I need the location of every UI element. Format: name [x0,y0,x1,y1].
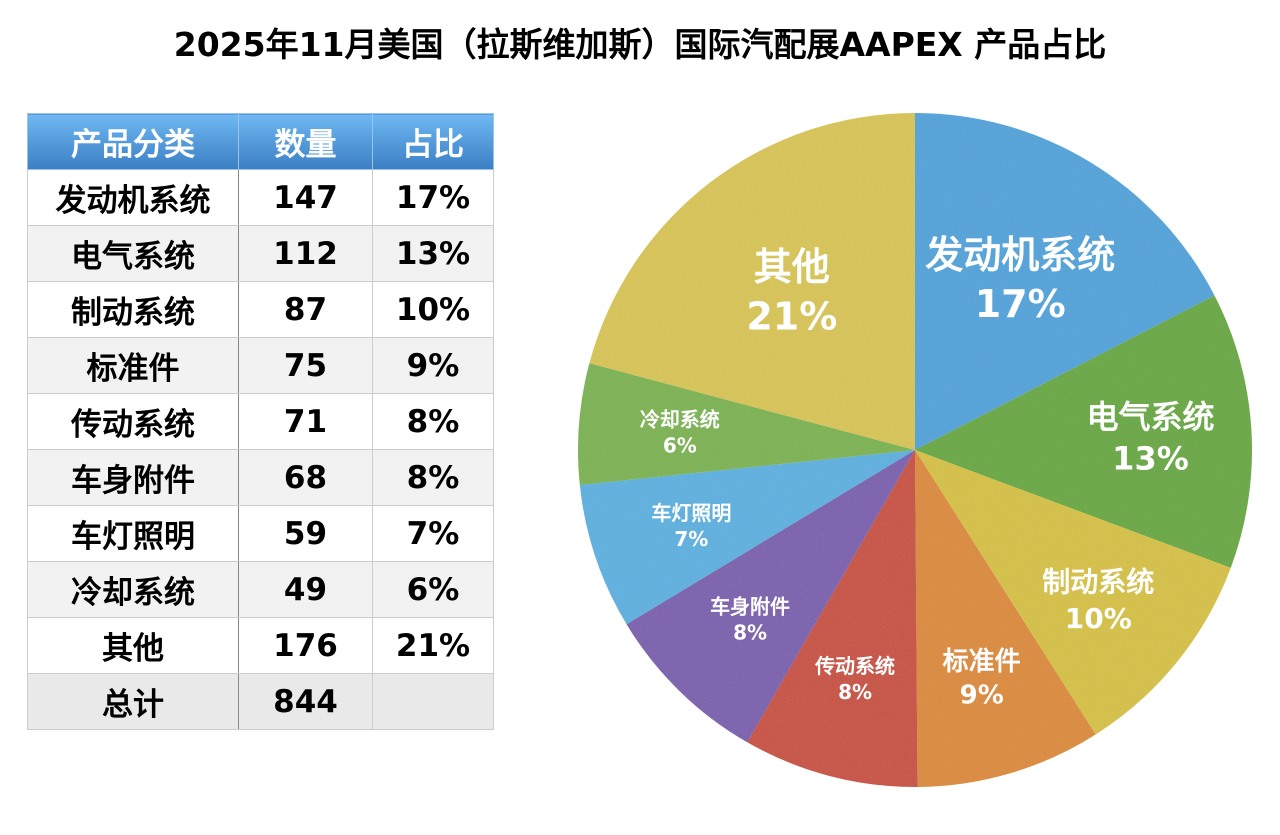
total-count: 844 [238,673,373,730]
slice-category-label: 其他 [754,245,830,289]
slice-percent-label: 17% [975,282,1066,326]
share-cell: 6% [372,561,494,618]
share-cell: 21% [372,617,494,674]
pie-slice [579,450,915,625]
header-share: 占比 [372,113,494,170]
share-cell: 7% [372,505,494,562]
slice-percent-label: 13% [1112,440,1189,478]
header-category: 产品分类 [27,113,239,170]
count-cell: 147 [238,169,373,226]
slice-category-label: 传动系统 [814,654,895,678]
count-cell: 68 [238,449,373,506]
slice-percent-label: 21% [746,295,837,339]
slice-category-label: 车身附件 [710,595,790,619]
slice-category-label: 车灯照明 [651,501,731,525]
category-cell: 制动系统 [27,281,239,338]
count-cell: 49 [238,561,373,618]
share-cell: 9% [372,337,494,394]
share-cell: 8% [372,393,494,450]
slice-category-label: 发动机系统 [925,233,1115,277]
category-cell: 冷却系统 [27,561,239,618]
header-count: 数量 [238,113,373,170]
pie-slice [915,450,1231,735]
pie-slice [577,363,915,486]
table-row: 电气系统 112 13% [27,225,494,282]
total-label: 总计 [27,673,239,730]
category-cell: 车灯照明 [27,505,239,562]
slice-category-label: 制动系统 [1042,566,1154,599]
pie-slice [915,113,1215,450]
share-cell: 10% [372,281,494,338]
category-cell: 电气系统 [27,225,239,282]
table-row: 发动机系统 147 17% [27,169,494,226]
table-row: 车灯照明 59 7% [27,505,494,562]
table-header-row: 产品分类 数量 占比 [27,113,494,170]
slice-percent-label: 9% [960,681,1004,711]
chart-title: 2025年11月美国（拉斯维加斯）国际汽配展AAPEX 产品占比 [173,25,1107,64]
slice-percent-label: 6% [663,434,697,458]
slice-category-label: 冷却系统 [640,408,720,432]
count-cell: 59 [238,505,373,562]
pie-slice [915,295,1252,568]
category-cell: 车身附件 [27,449,239,506]
slice-percent-label: 7% [674,527,708,551]
table-row: 冷却系统 49 6% [27,561,494,618]
pie-slice [747,450,918,787]
pie-slice [626,450,915,743]
share-cell: 13% [372,225,494,282]
slice-category-label: 标准件 [943,647,1021,677]
slice-percent-label: 10% [1065,602,1132,635]
total-row: 总计 844 [27,673,494,730]
category-cell: 标准件 [27,337,239,394]
category-cell: 发动机系统 [27,169,239,226]
total-share [372,673,494,730]
slice-percent-label: 8% [733,621,767,645]
slice-percent-label: 8% [838,680,872,704]
table-row: 车身附件 68 8% [27,449,494,506]
data-table: 产品分类 数量 占比 发动机系统 147 17% 电气系统 112 13% 制动系统 87 10… [27,113,494,730]
slice-category-label: 电气系统 [1086,398,1214,436]
pie-slice [915,450,1096,787]
table-row: 制动系统 87 10% [27,281,494,338]
pie-slice [589,112,915,451]
